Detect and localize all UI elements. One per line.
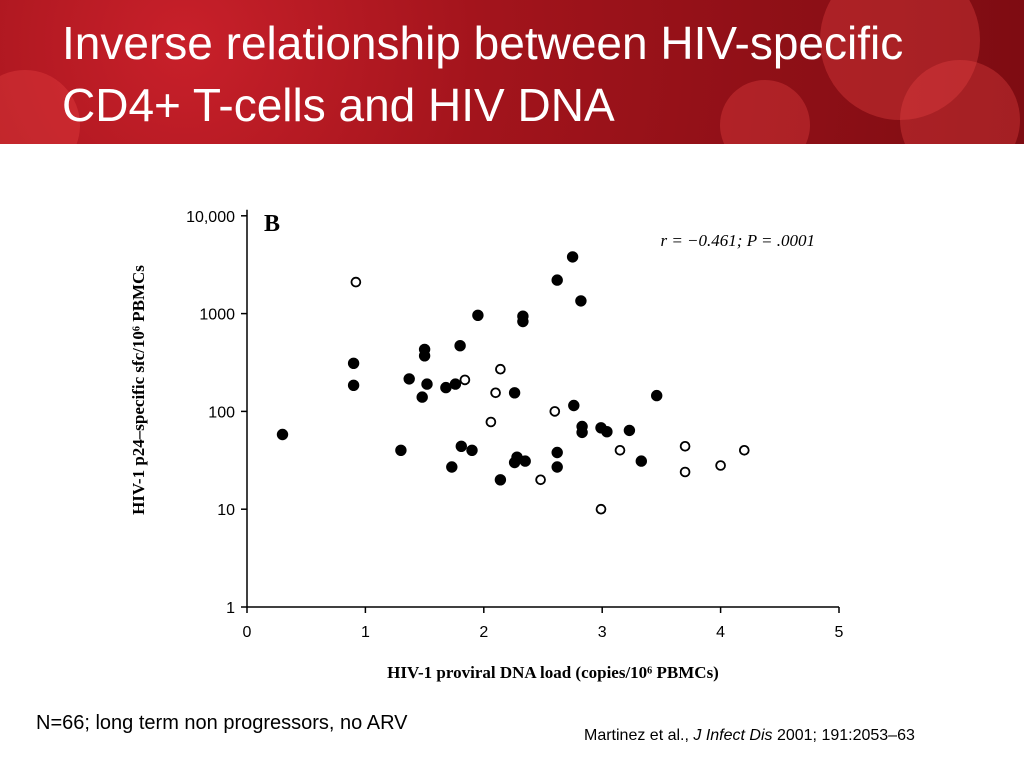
y-tick-label: 10 xyxy=(217,502,235,519)
filled-data-point xyxy=(403,373,415,385)
filled-data-point xyxy=(416,391,428,403)
citation-authors: Martinez et al., xyxy=(584,727,694,744)
x-tick-label: 5 xyxy=(835,624,844,641)
y-tick-label: 1 xyxy=(226,600,235,617)
filled-data-point xyxy=(519,455,531,467)
open-data-point xyxy=(490,387,501,399)
open-data-point xyxy=(679,440,691,452)
filled-data-point xyxy=(395,444,407,456)
open-data-point xyxy=(459,374,471,386)
filled-data-point xyxy=(566,251,579,263)
citation-rest: 2001; 191:2053–63 xyxy=(772,727,915,744)
filled-data-point xyxy=(575,295,587,307)
x-tick-label: 0 xyxy=(243,624,252,641)
open-data-point xyxy=(549,406,561,417)
open-data-point xyxy=(350,276,362,288)
filled-data-point xyxy=(551,274,563,286)
x-tick-label: 1 xyxy=(361,624,370,641)
filled-data-point xyxy=(494,474,507,486)
y-tick-label: 1000 xyxy=(199,307,235,324)
open-data-point xyxy=(535,474,546,486)
banner-blob xyxy=(720,80,810,144)
open-data-point xyxy=(614,444,626,456)
filled-data-point xyxy=(635,455,647,467)
open-data-point xyxy=(495,363,506,375)
filled-data-point xyxy=(421,378,433,390)
filled-data-point xyxy=(466,444,478,456)
filled-data-point xyxy=(551,446,563,459)
filled-data-point xyxy=(449,378,462,390)
y-axis-label: HIV-1 p24–specific sfc/10⁶ PBMCs xyxy=(129,265,148,515)
slide-title: Inverse relationship between HIV-specifi… xyxy=(62,17,904,131)
filled-data-point xyxy=(551,461,563,473)
filled-data-point xyxy=(576,426,588,439)
x-tick-label: 2 xyxy=(479,624,488,641)
x-tick-label: 4 xyxy=(716,624,725,641)
filled-data-point xyxy=(455,440,467,452)
filled-data-point xyxy=(472,309,484,321)
correlation-annotation: r = −0.461; P = .0001 xyxy=(660,231,815,250)
filled-data-point xyxy=(508,387,521,399)
open-data-point xyxy=(485,416,497,428)
filled-data-point xyxy=(440,381,452,394)
footnote: N=66; long term non progressors, no ARV xyxy=(36,712,408,734)
chart-points xyxy=(276,251,750,515)
open-data-point xyxy=(715,460,726,471)
filled-data-point xyxy=(418,350,431,362)
citation: Martinez et al., J Infect Dis 2001; 191:… xyxy=(584,727,915,745)
x-tick-label: 3 xyxy=(598,624,607,641)
open-data-point xyxy=(679,466,691,478)
filled-data-point xyxy=(454,340,466,352)
x-axis-label: HIV-1 proviral DNA load (copies/10⁶ PBMC… xyxy=(387,663,719,682)
filled-data-point xyxy=(623,424,636,437)
filled-data-point xyxy=(568,399,580,412)
panel-label: B xyxy=(264,211,280,237)
filled-data-point xyxy=(446,461,458,473)
y-tick-label: 10,000 xyxy=(186,209,235,226)
citation-journal: J Infect Dis xyxy=(693,727,773,744)
open-data-point xyxy=(738,444,750,456)
filled-data-point xyxy=(347,379,360,391)
open-data-point xyxy=(595,503,607,515)
y-tick-label: 100 xyxy=(208,404,235,421)
filled-data-point xyxy=(347,357,360,369)
title-banner: Inverse relationship between HIV-specifi… xyxy=(0,0,1024,144)
filled-data-point xyxy=(517,315,529,328)
filled-data-point xyxy=(601,426,613,438)
filled-data-point xyxy=(651,389,663,402)
filled-data-point xyxy=(276,428,289,441)
